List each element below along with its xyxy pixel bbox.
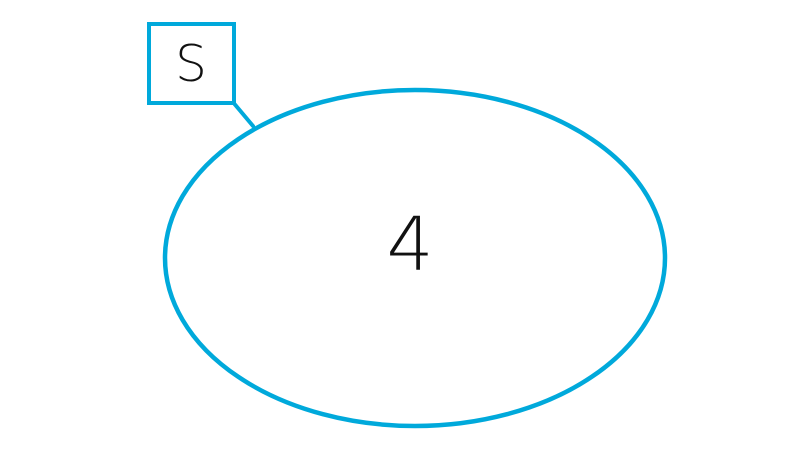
label-connector-line [230,99,255,128]
set-count: 4 [386,202,433,288]
set-label-box [147,22,236,105]
set-ellipse [162,87,668,429]
set-label: S [175,35,207,93]
